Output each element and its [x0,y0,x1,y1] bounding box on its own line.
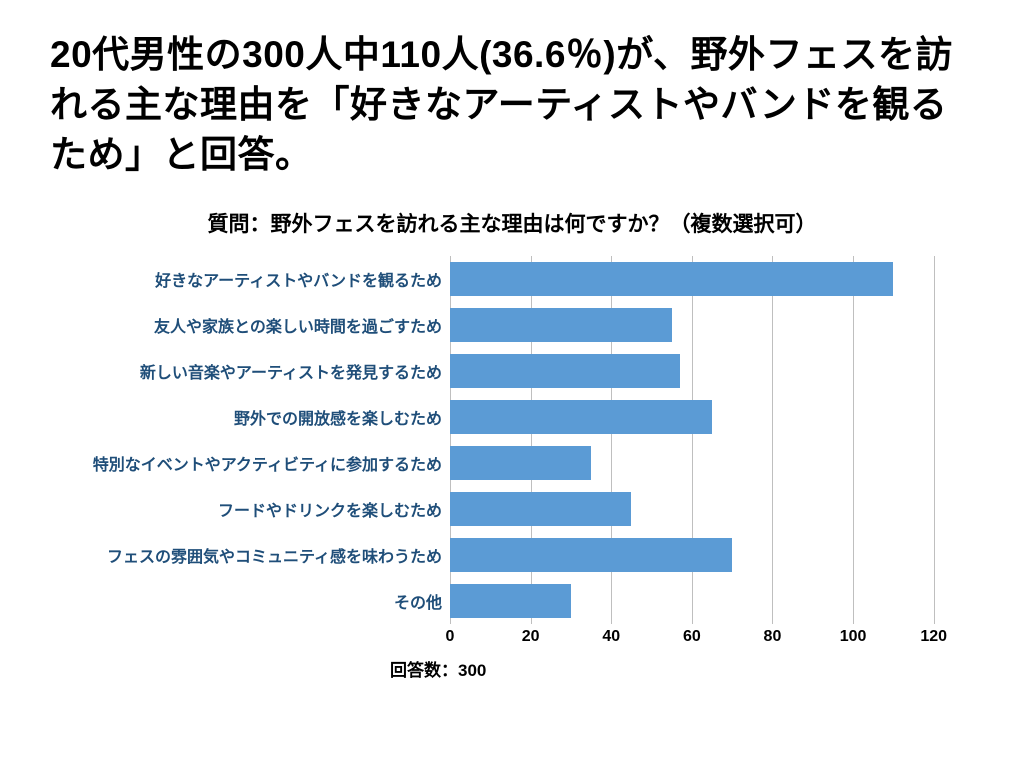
bar [450,446,591,480]
bar-row [450,302,974,348]
bar [450,538,732,572]
category-label: 特別なイベントやアクティビティに参加するため [93,440,442,486]
category-label: 好きなアーティストやバンドを観るため [155,256,442,302]
bar [450,308,672,342]
bar [450,584,571,618]
category-label: 新しい音楽やアーティストを発見するため [140,348,442,394]
category-label: その他 [394,578,442,624]
bar [450,492,631,526]
x-tick-label: 80 [764,628,782,646]
category-label: 野外での開放感を楽しむため [234,394,442,440]
category-label: フェスの雰囲気やコミュニティ感を味わうため [107,532,442,578]
x-tick-label: 100 [840,628,867,646]
bar-row [450,256,974,302]
x-axis: 020406080100120 [450,624,974,654]
bar-row [450,440,974,486]
bar [450,400,712,434]
bar [450,262,893,296]
x-tick-label: 120 [920,628,947,646]
bar-row [450,394,974,440]
bar-row [450,578,974,624]
x-tick-label: 40 [602,628,620,646]
plot-area: 020406080100120 [450,256,974,654]
bar-chart: 好きなアーティストやバンドを観るため友人や家族との楽しい時間を過ごすため新しい音… [50,256,974,654]
footer-note: 回答数：300 [390,656,974,681]
category-label: 友人や家族との楽しい時間を過ごすため [154,302,442,348]
headline: 20代男性の300人中110人(36.6％)が、野外フェスを訪れる主な理由を「好… [50,30,974,180]
bar [450,354,680,388]
category-label: フードやドリンクを楽しむため [218,486,442,532]
x-tick-label: 0 [446,628,455,646]
x-tick-label: 60 [683,628,701,646]
y-axis-labels: 好きなアーティストやバンドを観るため友人や家族との楽しい時間を過ごすため新しい音… [50,256,450,654]
x-tick-label: 20 [522,628,540,646]
bar-row [450,532,974,578]
bar-row [450,348,974,394]
chart-question: 質問：野外フェスを訪れる主な理由は何ですか？（複数選択可） [50,208,974,238]
bar-row [450,486,974,532]
